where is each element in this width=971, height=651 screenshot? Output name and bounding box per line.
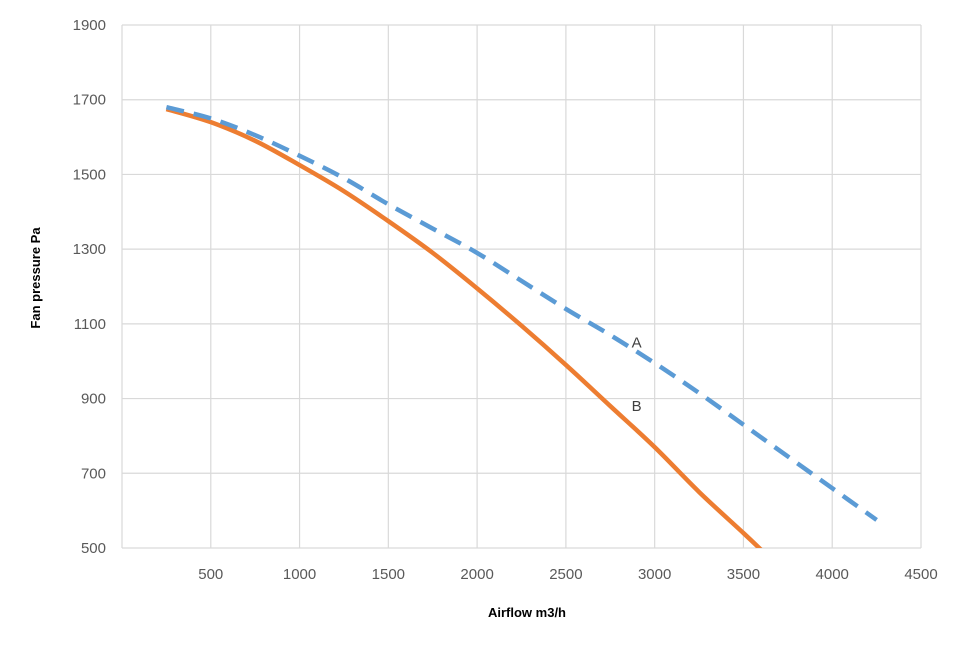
grid: [121, 24, 922, 549]
y-axis-title: Fan pressure Pa: [28, 227, 43, 329]
series-line-b: [165, 106, 763, 548]
series-label-b: B: [632, 398, 642, 415]
x-tick-label: 1500: [372, 566, 405, 583]
x-tick-label: 500: [198, 566, 223, 583]
y-tick-label: 1700: [73, 92, 106, 109]
series-label-a: A: [632, 335, 642, 352]
tick-labels: 500 1000 1500 2000 2500 3000 3500 4000 4500 500 70…: [73, 17, 938, 583]
y-tick-label: 1300: [73, 241, 106, 258]
y-tick-label: 700: [81, 465, 106, 482]
x-tick-label: 3500: [727, 566, 760, 583]
y-tick-label: 1500: [73, 166, 106, 183]
series-line-a: [165, 105, 878, 522]
x-tick-label: 1000: [283, 566, 316, 583]
x-axis-title: Airflow m3/h: [488, 605, 566, 620]
x-tick-label: 2500: [549, 566, 582, 583]
y-tick-label: 500: [81, 540, 106, 557]
y-tick-label: 1900: [73, 17, 106, 34]
series-annotations: AB: [632, 335, 642, 416]
x-tick-label: 3000: [638, 566, 671, 583]
x-tick-label: 2000: [460, 566, 493, 583]
x-tick-label: 4000: [816, 566, 849, 583]
series-group: [165, 105, 878, 548]
y-tick-label: 900: [81, 391, 106, 408]
x-tick-label: 4500: [904, 566, 937, 583]
y-tick-label: 1100: [74, 316, 106, 333]
